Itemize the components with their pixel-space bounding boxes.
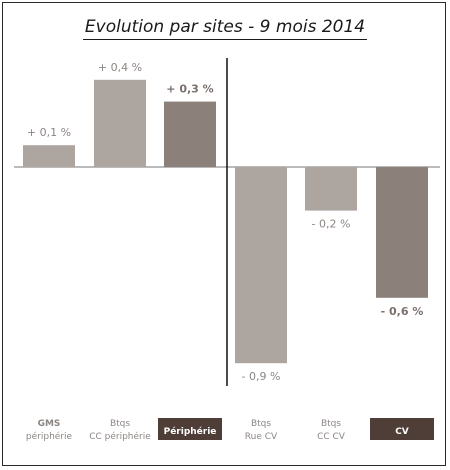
bar-2 (94, 79, 146, 167)
category-label-1-line-1: GMS (38, 419, 61, 429)
category-badge-6 (370, 418, 434, 440)
category-label-5-line-2: CC CV (317, 432, 346, 442)
chart-title: Evolution par sites - 9 mois 2014 (3, 17, 447, 40)
category-badge-3 (158, 418, 222, 440)
data-label-2: + 0,4 % (98, 61, 142, 74)
data-label-4: - 0,9 % (242, 370, 281, 383)
bar-1 (23, 145, 75, 167)
chart-frame: Evolution par sites - 9 mois 2014 (2, 2, 446, 466)
category-label-2-line-2: CC périphérie (89, 431, 151, 442)
category-label-5-line-1: Btqs (321, 419, 341, 429)
data-label-6: - 0,6 % (381, 305, 424, 318)
category-label-6-line-1: CV (395, 427, 409, 437)
bar-4 (235, 167, 287, 364)
bar-6 (376, 167, 428, 298)
data-label-1: + 0,1 % (27, 126, 71, 139)
data-label-5: - 0,2 % (312, 218, 351, 231)
bar-5 (305, 167, 357, 211)
category-label-4-line-1: Btqs (251, 419, 271, 429)
category-label-2-line-1: Btqs (110, 419, 130, 429)
category-label-3-line-1: Périphérie (164, 426, 217, 437)
bar-3 (164, 101, 216, 167)
data-label-3: + 0,3 % (166, 83, 213, 96)
category-label-1-line-2: périphérie (26, 431, 73, 442)
category-label-4-line-2: Rue CV (245, 432, 278, 442)
